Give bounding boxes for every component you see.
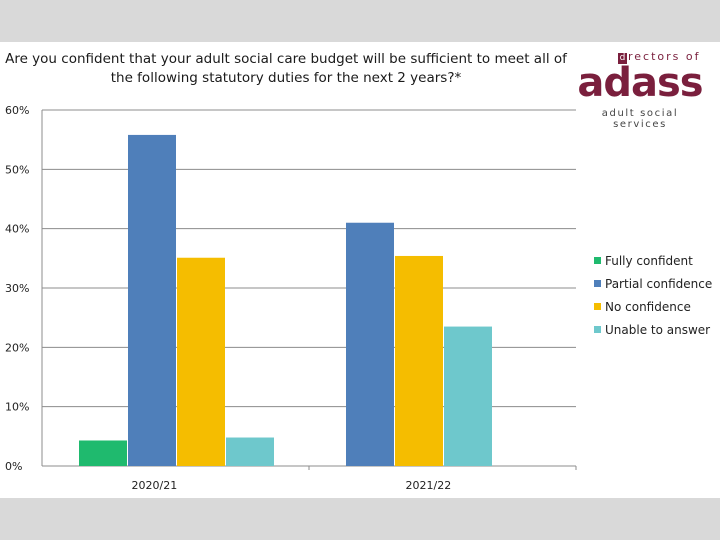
y-tick-label: 20% [5, 341, 29, 354]
logo-d-box: d [618, 53, 627, 64]
bar [444, 326, 492, 466]
bar [226, 437, 274, 466]
y-tick-label: 0% [5, 460, 22, 473]
legend-label: No confidence [605, 300, 691, 314]
logo-subtitle: adult social services [601, 108, 679, 130]
legend-swatch [594, 303, 601, 310]
legend-swatch [594, 326, 601, 333]
adass-logo: d rectors of adass adult social services [576, 50, 704, 130]
bar [346, 222, 394, 466]
x-tick-label: 2020/21 [132, 479, 178, 492]
y-tick-label: 30% [5, 282, 29, 295]
legend-label: Unable to answer [605, 323, 711, 337]
slide: Are you confident that your adult social… [0, 42, 720, 498]
legend-label: Fully confident [605, 254, 693, 268]
bar [128, 134, 176, 467]
logo-tagline-rest: rectors of [628, 50, 701, 63]
y-tick-label: 50% [5, 163, 29, 176]
bar [395, 255, 443, 466]
x-tick-label: 2021/22 [406, 479, 452, 492]
logo-wordmark: adass [577, 60, 703, 106]
bar [79, 440, 127, 466]
bar-chart: 0% 10% 20% 30% 40% 50% 60% 2020/21 2021/22 [5, 104, 577, 492]
y-tick-label: 40% [5, 223, 29, 236]
bar [177, 257, 225, 466]
legend-label: Partial confidence [605, 277, 713, 291]
y-tick-label: 60% [5, 104, 29, 117]
legend-swatch [594, 257, 601, 264]
chart-title: Are you confident that your adult social… [5, 51, 567, 86]
y-tick-label: 10% [5, 401, 29, 414]
logo-tagline: d rectors of [618, 50, 701, 64]
legend-swatch [594, 280, 601, 287]
